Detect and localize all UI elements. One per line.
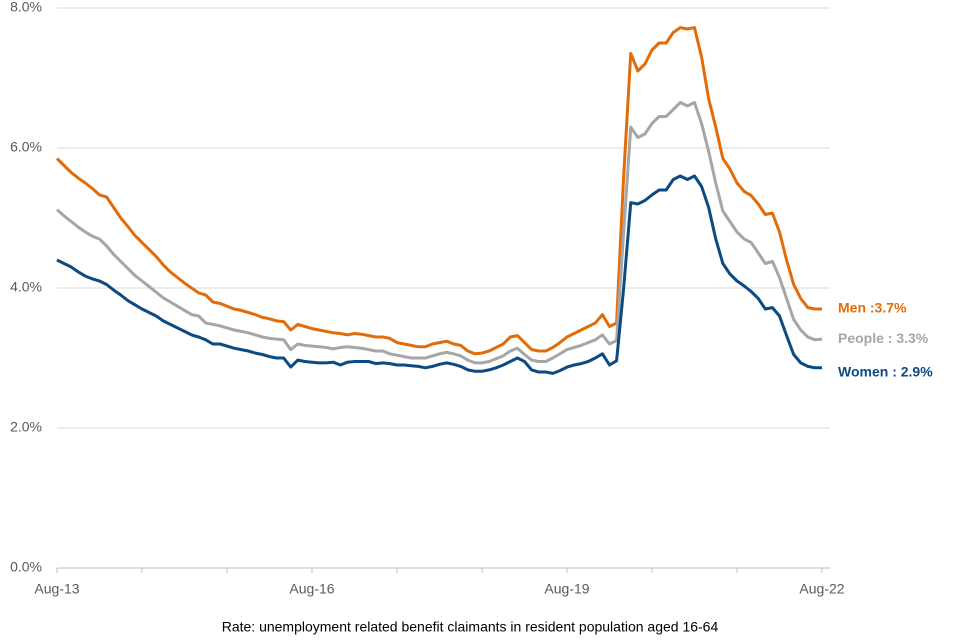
y-tick-label: 2.0% <box>10 419 42 435</box>
line-series <box>56 174 822 375</box>
series-label: Men :3.7% <box>838 300 907 316</box>
y-tick-label: 6.0% <box>10 139 42 155</box>
x-tick-label: Aug-19 <box>544 581 589 597</box>
y-tick-label: 8.0% <box>10 0 42 15</box>
caption: Rate: unemployment related benefit claim… <box>222 619 719 635</box>
series-label: Women : 2.9% <box>838 364 933 380</box>
y-tick-label: 4.0% <box>10 279 42 295</box>
x-tick-label: Aug-13 <box>34 581 79 597</box>
x-tick-label: Aug-22 <box>799 581 844 597</box>
x-tick-label: Aug-16 <box>289 581 334 597</box>
y-tick-label: 0.0% <box>10 559 42 575</box>
line-series <box>55 26 822 356</box>
line-series <box>56 101 823 365</box>
series-label: People : 3.3% <box>838 330 929 346</box>
